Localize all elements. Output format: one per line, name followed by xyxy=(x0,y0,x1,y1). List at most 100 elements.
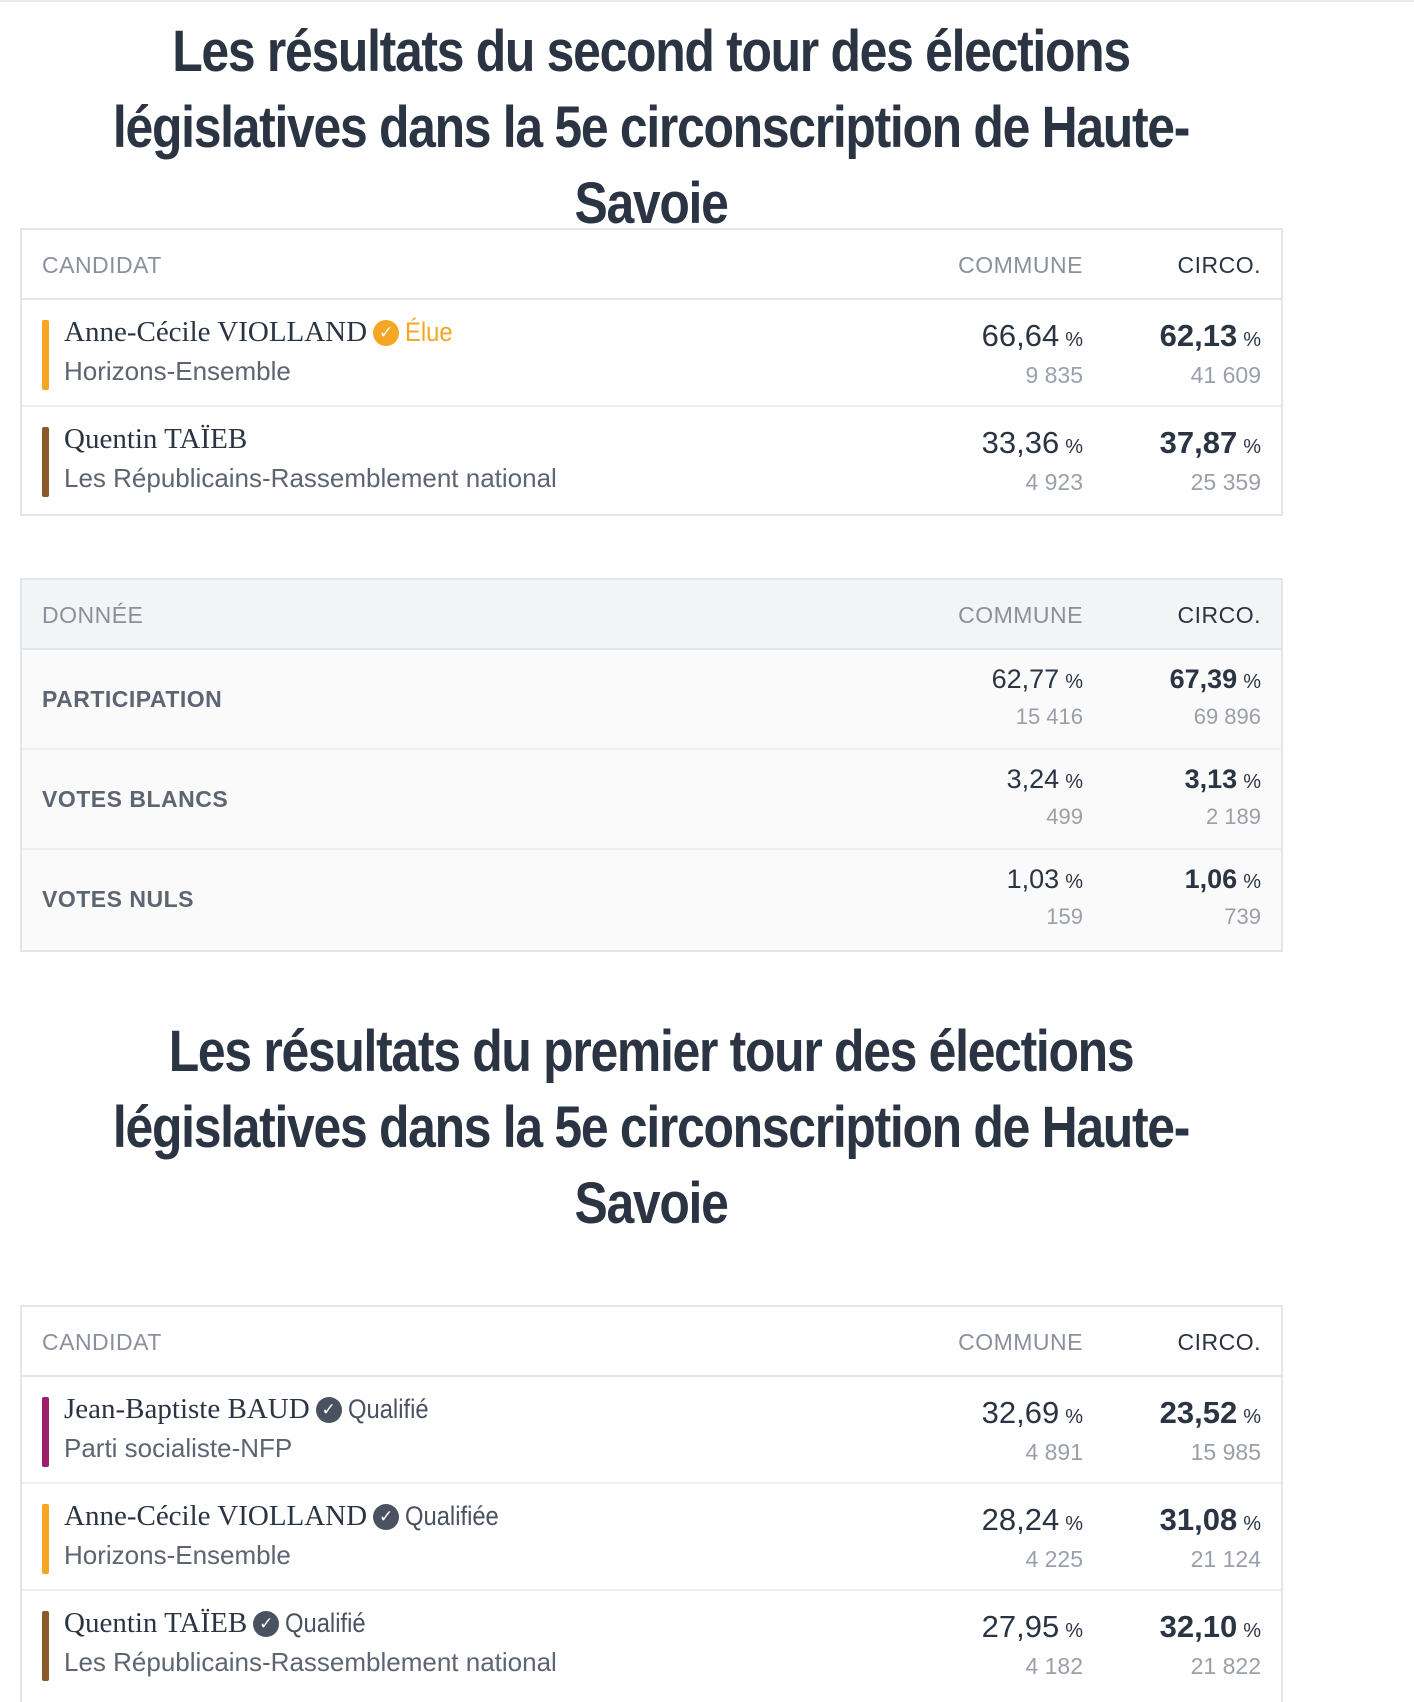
circo-percent-value: 37,87 xyxy=(1159,425,1238,460)
check-circle-icon: ✓ xyxy=(315,1397,342,1423)
premier-tour-title: Les résultats du premier tour des électi… xyxy=(112,1019,1190,1236)
data-row: VOTES NULS 1,03% 1,06% 159 739 xyxy=(22,850,1281,950)
candidate-name-text: Anne-Cécile VIOLLAND xyxy=(64,316,368,348)
percent-sign: % xyxy=(1065,1620,1083,1642)
header-commune: COMMUNE xyxy=(958,252,1083,278)
commune-percent: 28,24% xyxy=(982,1502,1083,1538)
candidate-party: Horizons-Ensemble xyxy=(64,1540,291,1570)
commune-votes: 4 182 xyxy=(1025,1653,1083,1679)
candidate-name: Anne-Cécile VIOLLAND ✓ Qualifiée xyxy=(64,1500,512,1533)
percent-sign: % xyxy=(1065,771,1083,793)
candidate-row: Anne-Cécile VIOLLAND ✓ Qualifiée Horizons-E… xyxy=(22,1484,1281,1591)
circo-percent-value: 23,52 xyxy=(1159,1395,1238,1430)
circo-percent: 31,08% xyxy=(1160,1502,1261,1538)
commune-percent-value: 1,03 xyxy=(1006,864,1060,894)
header-donnee: DONNÉE xyxy=(42,602,144,628)
data-label: VOTES NULS xyxy=(42,886,194,912)
commune-count: 15 416 xyxy=(1015,704,1083,729)
percent-sign: % xyxy=(1243,871,1261,893)
candidate-name: Quentin TAÏEB xyxy=(64,423,247,456)
header-candidat: CANDIDAT xyxy=(42,252,162,278)
commune-percent: 66,64% xyxy=(982,318,1083,354)
commune-percent-value: 32,69 xyxy=(981,1395,1060,1430)
commune-percent: 32,69% xyxy=(982,1395,1083,1431)
candidate-status: Qualifié xyxy=(347,1394,429,1424)
candidate-name-text: Quentin TAÏEB xyxy=(64,1607,248,1639)
candidate-name-text: Quentin TAÏEB xyxy=(64,423,248,455)
commune-percent-value: 28,24 xyxy=(981,1502,1060,1537)
check-circle-icon: ✓ xyxy=(373,1504,400,1530)
party-color-bar xyxy=(42,320,49,390)
commune-votes: 9 835 xyxy=(1025,362,1083,388)
data-row: PARTICIPATION 62,77% 67,39% 15 416 69 896 xyxy=(22,650,1281,750)
commune-percent: 3,24% xyxy=(1007,764,1083,795)
commune-votes: 4 923 xyxy=(1025,469,1083,495)
check-circle-icon: ✓ xyxy=(373,320,400,346)
commune-percent-value: 66,64 xyxy=(981,318,1060,353)
candidate-party: Les Républicains-Rassemblement national xyxy=(64,1647,557,1677)
party-color-bar xyxy=(42,1611,49,1681)
circo-percent: 1,06% xyxy=(1185,864,1261,895)
commune-votes: 4 891 xyxy=(1025,1439,1083,1465)
percent-sign: % xyxy=(1243,671,1261,693)
candidate-status: Qualifiée xyxy=(405,1501,499,1531)
percent-sign: % xyxy=(1243,1620,1261,1642)
header-commune: COMMUNE xyxy=(958,602,1083,628)
circo-percent: 67,39% xyxy=(1170,664,1261,695)
percent-sign: % xyxy=(1065,436,1083,458)
candidate-name-text: Jean-Baptiste BAUD xyxy=(64,1393,310,1425)
check-circle-icon: ✓ xyxy=(253,1611,280,1637)
percent-sign: % xyxy=(1243,771,1261,793)
circo-percent-value: 62,13 xyxy=(1159,318,1238,353)
premier-tour-results-table: CANDIDAT COMMUNE CIRCO. Jean-Baptiste BA… xyxy=(20,1305,1283,1702)
commune-percent: 27,95% xyxy=(982,1609,1083,1645)
circo-votes: 21 124 xyxy=(1190,1546,1261,1572)
circo-percent: 62,13% xyxy=(1160,318,1261,354)
top-divider xyxy=(0,0,1414,2)
circo-percent-value: 32,10 xyxy=(1159,1609,1238,1644)
second-tour-title: Les résultats du second tour des électio… xyxy=(112,19,1190,236)
percent-sign: % xyxy=(1243,1513,1261,1535)
second-tour-results-table: CANDIDAT COMMUNE CIRCO. Anne-Cécile VIOL… xyxy=(20,228,1283,516)
circo-percent-value: 67,39 xyxy=(1169,664,1238,694)
second-tour-data-table: DONNÉE COMMUNE CIRCO. PARTICIPATION 62,77… xyxy=(20,578,1283,952)
circo-count: 2 189 xyxy=(1205,804,1261,829)
commune-percent-value: 33,36 xyxy=(981,425,1060,460)
circo-percent-value: 1,06 xyxy=(1184,864,1238,894)
header-circo: CIRCO. xyxy=(1177,252,1261,278)
percent-sign: % xyxy=(1243,436,1261,458)
candidate-name: Jean-Baptiste BAUD ✓ Qualifié xyxy=(64,1393,439,1426)
percent-sign: % xyxy=(1243,1406,1261,1428)
commune-votes: 4 225 xyxy=(1025,1546,1083,1572)
header-circo: CIRCO. xyxy=(1177,602,1261,628)
candidate-party: Les Républicains-Rassemblement national xyxy=(64,463,557,493)
commune-count: 499 xyxy=(1046,804,1083,829)
table-header: CANDIDAT COMMUNE CIRCO. xyxy=(22,1307,1281,1377)
candidate-row: Jean-Baptiste BAUD ✓ Qualifié Parti sociali… xyxy=(22,1377,1281,1484)
header-circo: CIRCO. xyxy=(1177,1329,1261,1355)
data-row: VOTES BLANCS 3,24% 3,13% 499 2 189 xyxy=(22,750,1281,850)
circo-percent-value: 31,08 xyxy=(1159,1502,1238,1537)
party-color-bar xyxy=(42,427,49,497)
candidate-name-text: Anne-Cécile VIOLLAND xyxy=(64,1500,368,1532)
party-color-bar xyxy=(42,1504,49,1574)
commune-percent-value: 62,77 xyxy=(991,664,1060,694)
percent-sign: % xyxy=(1065,671,1083,693)
commune-percent-value: 27,95 xyxy=(981,1609,1060,1644)
percent-sign: % xyxy=(1243,329,1261,351)
candidate-row: Quentin TAÏEB Les Républicains-Rassemblem… xyxy=(22,407,1281,514)
circo-percent-value: 3,13 xyxy=(1184,764,1238,794)
circo-count: 739 xyxy=(1224,904,1261,929)
circo-votes: 41 609 xyxy=(1190,362,1261,388)
circo-votes: 21 822 xyxy=(1190,1653,1261,1679)
table-header: DONNÉE COMMUNE CIRCO. xyxy=(22,580,1281,650)
commune-count: 159 xyxy=(1046,904,1083,929)
candidate-status: Qualifié xyxy=(285,1608,366,1638)
commune-percent-value: 3,24 xyxy=(1006,764,1060,794)
table-header: CANDIDAT COMMUNE CIRCO. xyxy=(22,230,1281,300)
circo-count: 69 896 xyxy=(1193,704,1261,729)
header-commune: COMMUNE xyxy=(958,1329,1083,1355)
candidate-name: Anne-Cécile VIOLLAND ✓ Élue xyxy=(64,316,459,349)
circo-percent: 23,52% xyxy=(1160,1395,1261,1431)
candidate-row: Quentin TAÏEB ✓ Qualifié Les Républicains-R… xyxy=(22,1591,1281,1698)
